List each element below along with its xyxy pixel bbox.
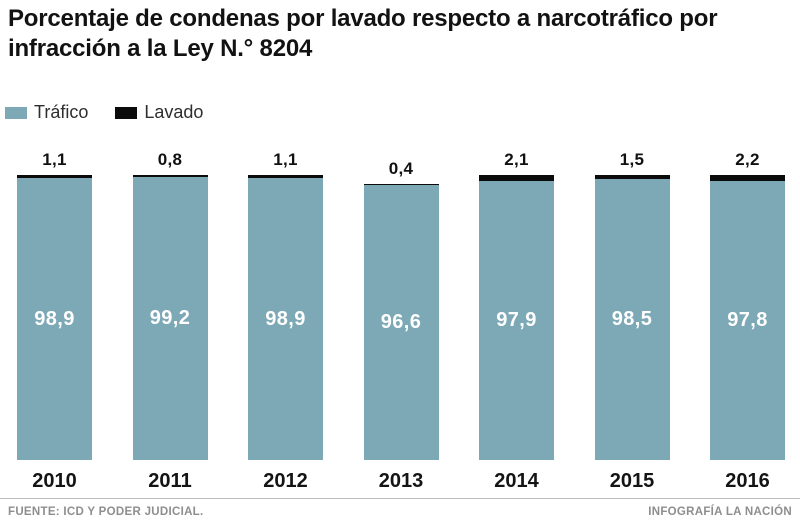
trafico-segment: 97,8 bbox=[710, 181, 785, 460]
legend-item-trafico: Tráfico bbox=[5, 102, 88, 123]
lavado-segment bbox=[17, 175, 92, 179]
trafico-value-label: 98,9 bbox=[265, 307, 306, 330]
trafico-segment: 98,9 bbox=[17, 178, 92, 460]
trafico-swatch-icon bbox=[5, 106, 27, 119]
lavado-swatch-icon bbox=[115, 106, 138, 119]
x-axis-label: 2012 bbox=[263, 470, 308, 492]
trafico-value-label: 96,6 bbox=[380, 310, 422, 333]
lavado-value-label: 2,1 bbox=[504, 150, 529, 170]
chart-title: Porcentaje de condenas por lavado respec… bbox=[8, 5, 718, 63]
footer: FUENTE: ICD Y PODER JUDICIAL. INFOGRAFÍA… bbox=[0, 498, 800, 518]
trafico-segment: 97,9 bbox=[479, 181, 554, 460]
x-axis-label: 2010 bbox=[32, 470, 77, 492]
trafico-value-label: 97,9 bbox=[496, 309, 537, 331]
trafico-value-label: 99,2 bbox=[149, 307, 191, 330]
stacked-bar-chart: 1,1 98,9 2010 0,8 99,2 2011 1,1 98,9 2012 0,4 96,6… bbox=[0, 147, 800, 493]
bar-column: 1,1 98,9 2012 bbox=[248, 147, 323, 493]
lavado-value-label: 1,5 bbox=[619, 150, 645, 170]
trafico-segment: 99,2 bbox=[132, 177, 208, 460]
lavado-value-label: 0,4 bbox=[388, 158, 414, 178]
x-axis-label: 2016 bbox=[725, 470, 770, 492]
bar-column: 1,1 98,9 2010 bbox=[17, 147, 92, 493]
trafico-segment: 98,5 bbox=[594, 179, 670, 460]
bar-column: 2,1 97,9 2014 bbox=[479, 147, 554, 493]
lavado-segment bbox=[363, 183, 439, 185]
trafico-segment: 96,6 bbox=[363, 184, 439, 460]
credit-text: INFOGRAFÍA LA NACIÓN bbox=[648, 506, 792, 518]
source-text: FUENTE: ICD Y PODER JUDICIAL. bbox=[8, 506, 204, 518]
x-axis-label: 2015 bbox=[609, 470, 655, 492]
trafico-value-label: 97,8 bbox=[727, 309, 768, 332]
x-axis-label: 2014 bbox=[494, 470, 539, 492]
legend-label-trafico: Tráfico bbox=[34, 102, 89, 122]
bar-column: 1,5 98,5 2015 bbox=[594, 147, 670, 493]
x-axis-label: 2011 bbox=[148, 470, 192, 492]
x-axis-label: 2013 bbox=[378, 470, 424, 492]
trafico-value-label: 98,5 bbox=[611, 308, 653, 331]
legend-label-lavado: Lavado bbox=[144, 102, 204, 122]
bar-column: 2,2 97,8 2016 bbox=[710, 147, 785, 493]
lavado-segment bbox=[248, 175, 323, 179]
bar-column: 0,4 96,6 2013 bbox=[363, 147, 439, 493]
legend: Tráfico Lavado bbox=[5, 102, 203, 123]
trafico-value-label: 98,9 bbox=[34, 307, 75, 330]
lavado-value-label: 2,2 bbox=[735, 150, 760, 170]
legend-item-lavado: Lavado bbox=[115, 102, 203, 123]
lavado-segment bbox=[132, 175, 208, 178]
trafico-segment: 98,9 bbox=[248, 178, 323, 460]
lavado-value-label: 1,1 bbox=[273, 150, 298, 170]
bar-column: 0,8 99,2 2011 bbox=[132, 147, 208, 493]
lavado-segment bbox=[479, 175, 554, 181]
lavado-value-label: 1,1 bbox=[42, 150, 67, 170]
lavado-value-label: 0,8 bbox=[157, 150, 183, 170]
lavado-segment bbox=[594, 175, 670, 180]
lavado-segment bbox=[710, 175, 785, 182]
